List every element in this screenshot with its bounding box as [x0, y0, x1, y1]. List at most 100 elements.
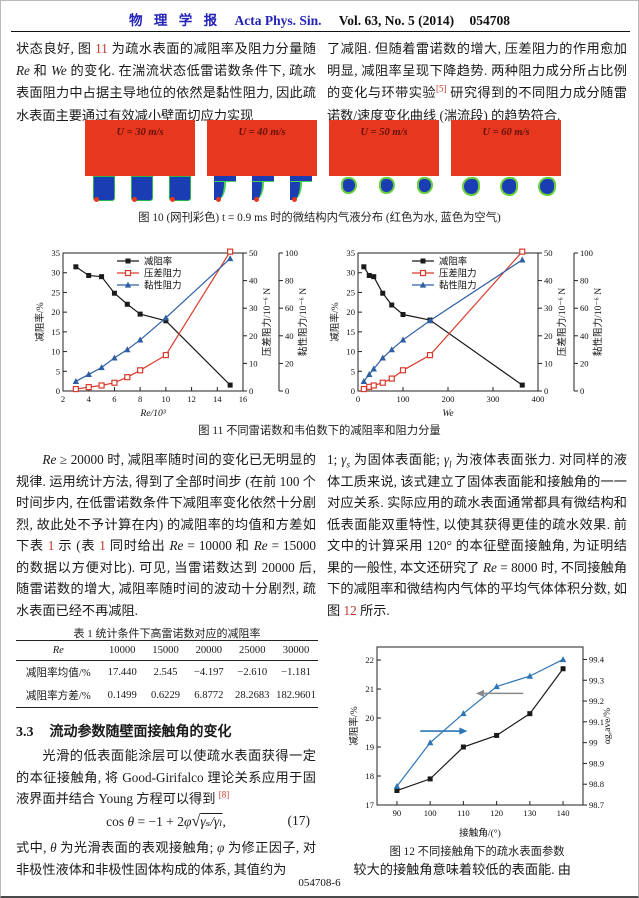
svg-text:99.4: 99.4 — [589, 654, 605, 664]
fig10-panel-label: U = 50 m/s — [360, 127, 408, 138]
header-rule — [11, 31, 630, 32]
svg-text:压差阻力: 压差阻力 — [439, 268, 477, 280]
table-cell: 0.6229 — [143, 684, 188, 708]
ref-link[interactable]: [5] — [436, 84, 447, 95]
fig10-panel-label: U = 60 m/s — [482, 127, 530, 138]
table-cell: 减阻率方差/% — [16, 684, 101, 708]
fig10-panel: U = 60 m/s — [451, 120, 561, 206]
svg-text:10: 10 — [51, 347, 60, 357]
svg-text:10: 10 — [162, 394, 171, 404]
svg-text:21: 21 — [365, 684, 374, 694]
paragraph-bottom-right: 较大的接触角意味着较低的表面能. 由 — [353, 862, 571, 877]
svg-text:35: 35 — [346, 248, 355, 258]
svg-text:0: 0 — [351, 386, 355, 396]
page-header: 物 理 学 报 Acta Phys. Sin. Vol. 63, No. 5 (… — [1, 9, 638, 29]
paragraph-mid-right: 1; γs 为固体表面能; γl 为液体表面张力. 对同样的液体工质来说, 该式… — [327, 452, 628, 618]
fig10-panel-label: U = 40 m/s — [238, 127, 286, 138]
svg-text:130: 130 — [523, 808, 536, 818]
svg-text:50: 50 — [249, 248, 258, 258]
section-3-3-heading: 3.3 流动参数随壁面接触角的变化 — [16, 721, 316, 741]
svg-text:40: 40 — [580, 331, 589, 341]
svg-text:0: 0 — [544, 386, 548, 396]
svg-text:0: 0 — [356, 394, 360, 404]
svg-text:200: 200 — [442, 394, 455, 404]
svg-text:15: 15 — [346, 327, 355, 337]
svg-text:110: 110 — [457, 808, 470, 818]
svg-text:80: 80 — [285, 276, 294, 286]
table-cell: 2.545 — [153, 667, 178, 678]
svg-text:100: 100 — [580, 248, 593, 258]
svg-text:98.7: 98.7 — [589, 800, 605, 810]
svg-text:50: 50 — [544, 248, 553, 258]
svg-text:35: 35 — [51, 248, 60, 258]
svg-text:10: 10 — [249, 358, 258, 368]
svg-text:99: 99 — [589, 738, 598, 748]
svg-text:20: 20 — [544, 331, 553, 341]
svg-text:16: 16 — [239, 394, 248, 404]
svg-text:40: 40 — [544, 276, 553, 286]
equation-body: cos θ = −1 + 2φ√γₛ/γₗ, — [106, 813, 226, 830]
paragraph-top-left: 状态良好, 图 11 为疏水表面的减阻率及阻力分量随 Re 和 We 的变化. … — [16, 41, 317, 123]
svg-text:黏性阻力/10⁻⁶ N: 黏性阻力/10⁻⁶ N — [592, 288, 604, 356]
table-cell: 6.8772 — [187, 684, 231, 708]
svg-text:98.8: 98.8 — [589, 779, 604, 789]
svg-text:98.9: 98.9 — [589, 758, 604, 768]
svg-text:25: 25 — [51, 287, 60, 297]
table-header-cell: Re — [16, 640, 101, 661]
svg-text:400: 400 — [532, 394, 545, 404]
svg-text:120: 120 — [490, 808, 503, 818]
svg-text:30: 30 — [346, 268, 355, 278]
table-cell: 0.1499 — [100, 684, 144, 708]
svg-text:Re/10³: Re/10³ — [139, 408, 165, 419]
table-row: 减阻率均值/% 17.440 2.545 −4.197 −2.610 −1.181 — [16, 661, 318, 685]
svg-text:减阻率/%: 减阻率/% — [329, 302, 341, 341]
svg-text:4: 4 — [87, 394, 92, 404]
svg-text:黏性阻力: 黏性阻力 — [439, 280, 477, 292]
svg-text:30: 30 — [544, 303, 553, 313]
svg-text:减阻率/%: 减阻率/% — [34, 302, 46, 341]
ref-link[interactable]: [8] — [218, 789, 230, 800]
svg-text:15: 15 — [51, 327, 60, 337]
svg-text:αg,ave/%: αg,ave/% — [602, 708, 613, 744]
table-header-cell: 20000 — [187, 640, 231, 661]
ref-link[interactable]: 1 — [47, 538, 55, 553]
table-cell: 182.9601 — [274, 684, 318, 708]
page-footer: 054708-6 — [298, 877, 341, 889]
ref-link[interactable]: 12 — [343, 602, 357, 618]
fig10-panel: U = 50 m/s — [329, 120, 439, 206]
fig10-panel: U = 40 m/s — [207, 120, 317, 206]
svg-text:减阻率: 减阻率 — [439, 256, 467, 268]
svg-text:14: 14 — [213, 394, 222, 404]
svg-text:60: 60 — [580, 303, 589, 313]
svg-text:40: 40 — [249, 276, 258, 286]
svg-text:0: 0 — [249, 386, 253, 396]
journal-title-en: Acta Phys. Sin. — [234, 13, 322, 28]
table1-caption: 表 1 统计条件下高雷诺数对应的减阻率 — [73, 628, 261, 640]
svg-text:40: 40 — [285, 331, 294, 341]
ref-link[interactable]: 1 — [99, 538, 106, 553]
table-header-cell: 30000 — [274, 640, 318, 661]
svg-text:8: 8 — [138, 394, 142, 404]
figure12-caption: 图 12 不同接触角下的疏水表面参数 — [389, 846, 565, 858]
svg-text:0: 0 — [285, 386, 289, 396]
section-number: 3.3 — [16, 725, 34, 740]
svg-text:0: 0 — [580, 386, 584, 396]
svg-text:140: 140 — [557, 808, 570, 818]
svg-text:17: 17 — [365, 800, 374, 810]
svg-text:20: 20 — [51, 307, 60, 317]
figure10-caption: 图 10 (网刊彩色) t = 0.9 ms 时的微结构内气液分布 (红色为水,… — [138, 212, 501, 224]
ref-link[interactable]: 11 — [95, 41, 108, 56]
svg-text:99.1: 99.1 — [589, 717, 604, 727]
svg-text:60: 60 — [285, 303, 294, 313]
svg-text:25: 25 — [346, 287, 355, 297]
svg-text:2: 2 — [61, 394, 65, 404]
table-cell: 17.440 — [107, 667, 137, 678]
figure10-panels: U = 30 m/s U = 40 m/s U = 50 m/s U = 60 m/s — [85, 120, 561, 206]
svg-text:99.3: 99.3 — [589, 675, 604, 685]
section-title: 流动参数随壁面接触角的变化 — [49, 725, 232, 740]
table-header-cell: 25000 — [230, 640, 275, 661]
table-header-cell: 15000 — [143, 640, 188, 661]
svg-text:90: 90 — [393, 808, 402, 818]
svg-text:5: 5 — [351, 366, 355, 376]
table-cell: 减阻率均值/% — [25, 668, 91, 679]
